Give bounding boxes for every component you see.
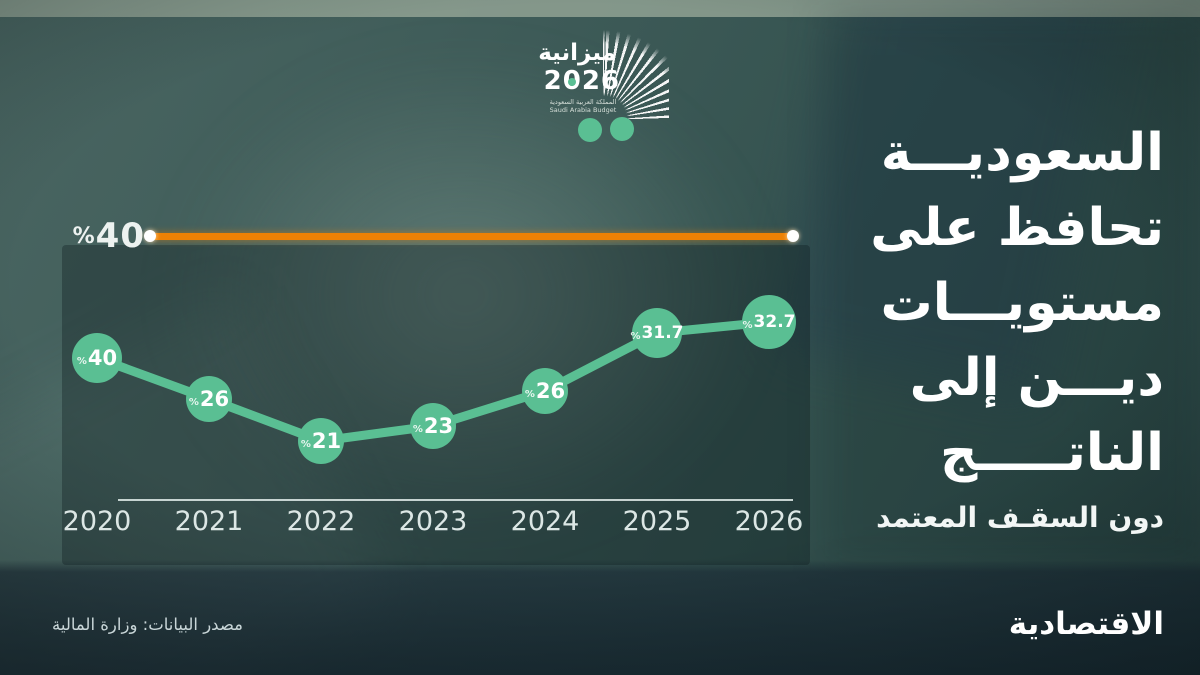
x-tick-2021: 2021 — [174, 506, 244, 537]
headline-line-5: الناتـــــج — [940, 423, 1164, 483]
data-point-2021: % 26 — [186, 376, 232, 422]
budget-logo-subtitle: المملكة العربية السعودية Saudi Arabia Bu… — [546, 98, 620, 114]
x-tick-2026: 2026 — [734, 506, 804, 537]
background-blur-blob — [170, 50, 760, 540]
percent-sign: % — [76, 355, 87, 367]
ceiling-line — [150, 233, 793, 240]
point-value: 31.7 — [641, 323, 684, 343]
budget-logo-year: 2 0 26 — [543, 66, 620, 96]
percent-sign: % — [524, 388, 535, 400]
x-tick-2022: 2022 — [286, 506, 356, 537]
data-point-2020: % 40 — [72, 333, 122, 383]
point-value: 40 — [87, 346, 118, 370]
x-tick-2020: 2020 — [62, 506, 132, 537]
ceiling-percent-sign: % — [72, 223, 95, 249]
data-point-2023: % 23 — [410, 403, 456, 449]
ceiling-value: 40 — [95, 216, 145, 256]
percent-sign: % — [300, 438, 311, 450]
year-digit: 2 — [543, 66, 563, 96]
percent-sign: % — [412, 423, 423, 435]
ceiling-line-start-dot — [144, 230, 156, 242]
top-light-strip — [0, 0, 1200, 17]
right-shade — [825, 17, 1200, 562]
headline-line-1: السعوديـــة — [880, 123, 1164, 183]
budget-2026-logo: ميزانية 2 0 26 المملكة العربية السعودية Sa… — [538, 40, 676, 114]
budget-logo-arabic: ميزانية — [538, 40, 616, 66]
x-tick-2024: 2024 — [510, 506, 580, 537]
green-dot-icon — [578, 118, 602, 142]
headline-line-4: ديـــن إلى — [909, 348, 1164, 408]
year-zero-flower-icon: 0 — [562, 66, 582, 96]
bottom-dark-band — [0, 560, 1200, 675]
x-axis-line — [118, 499, 793, 501]
data-point-2024: % 26 — [522, 368, 568, 414]
x-tick-2025: 2025 — [622, 506, 692, 537]
budget-logo-subtitle-ar: المملكة العربية السعودية — [549, 98, 617, 106]
year-digits: 26 — [581, 66, 620, 96]
point-value: 23 — [423, 414, 454, 438]
point-value: 21 — [311, 429, 342, 453]
headline-line-2: تحافظ على — [870, 198, 1164, 258]
point-value: 26 — [199, 387, 230, 411]
ceiling-label: % 40 — [50, 214, 145, 258]
data-point-2025: % 31.7 — [630, 308, 684, 358]
data-point-2026: % 32.7 — [742, 295, 796, 349]
rays-icon — [603, 22, 669, 120]
budget-logo-subtitle-en: Saudi Arabia Budget — [549, 106, 617, 114]
headline-line-3: مستويـــات — [880, 273, 1164, 333]
percent-sign: % — [742, 319, 753, 331]
headline-subtitle: دون السقـف المعتمد — [876, 501, 1164, 534]
percent-sign: % — [188, 396, 199, 408]
point-value: 32.7 — [753, 312, 796, 332]
headline: السعوديـــة تحافظ على مستويـــات ديـــن … — [744, 116, 1164, 534]
data-point-2022: % 21 — [298, 418, 344, 464]
newspaper-logo: الاقتصادية — [1008, 606, 1164, 642]
percent-sign: % — [630, 330, 641, 342]
ceiling-line-end-dot — [787, 230, 799, 242]
x-tick-2023: 2023 — [398, 506, 468, 537]
data-source-text: مصدر البيانات: وزارة المالية — [52, 615, 243, 634]
point-value: 26 — [535, 379, 566, 403]
green-dot-icon — [610, 117, 634, 141]
